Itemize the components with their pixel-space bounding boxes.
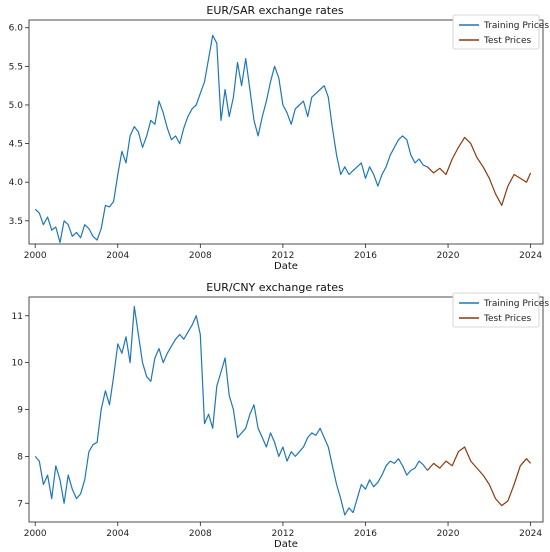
x-tick-label: 2024 <box>519 251 542 261</box>
x-tick-label: 2012 <box>271 529 294 539</box>
x-tick-label: 2008 <box>189 251 212 261</box>
axes-frame <box>28 296 544 523</box>
y-tick-label: 9 <box>17 406 23 416</box>
legend-entry-training-prices: Training Prices <box>483 299 549 309</box>
x-tick-label: 2012 <box>271 251 294 261</box>
x-tick-label: 2024 <box>519 529 542 539</box>
chart-eur-cny: EUR/CNY exchange rates 2000 2004 2008 2012 2… <box>12 281 550 550</box>
y-tick-label: 3.5 <box>9 217 23 227</box>
axes-frame <box>28 19 544 245</box>
legend-entry-test-prices: Test Prices <box>483 314 532 324</box>
series-line-training-prices <box>34 34 428 244</box>
series-line-test-prices <box>426 446 532 507</box>
x-tick-label: 2000 <box>24 529 47 539</box>
y-tick-label: 11 <box>12 312 23 322</box>
chart-eur-sar: EUR/SAR exchange rates 2000 2004 2008 2012 2… <box>9 4 550 272</box>
x-tick-label: 2020 <box>437 529 460 539</box>
x-tick-label: 2016 <box>354 529 377 539</box>
x-tick-label: 2008 <box>189 529 212 539</box>
x-tick-label: 2016 <box>354 251 377 261</box>
y-tick-label: 4.0 <box>9 178 24 188</box>
x-tick-label: 2020 <box>437 251 460 261</box>
legend-entry-training-prices: Training Prices <box>483 21 549 31</box>
legend: Training Prices Test Prices <box>452 292 549 328</box>
y-tick-label: 5.0 <box>9 101 24 111</box>
y-tick-label: 8 <box>17 452 23 462</box>
series-line-test-prices <box>426 136 532 206</box>
y-tick-label: 5.5 <box>9 62 23 72</box>
x-tick-label: 2004 <box>106 529 129 539</box>
legend: Training Prices Test Prices <box>452 14 549 50</box>
x-axis-label: Date <box>274 539 298 550</box>
x-tick-label: 2004 <box>106 251 129 261</box>
x-tick-label: 2000 <box>24 251 47 261</box>
chart-title: EUR/CNY exchange rates <box>206 281 344 294</box>
y-tick-label: 6.0 <box>9 24 24 34</box>
legend-entry-test-prices: Test Prices <box>483 36 532 46</box>
chart-title: EUR/SAR exchange rates <box>206 4 343 17</box>
x-axis-label: Date <box>274 261 298 272</box>
series-line-training-prices <box>34 305 428 516</box>
y-tick-label: 4.5 <box>9 140 23 150</box>
y-tick-label: 10 <box>12 359 24 369</box>
y-tick-label: 7 <box>17 499 23 509</box>
